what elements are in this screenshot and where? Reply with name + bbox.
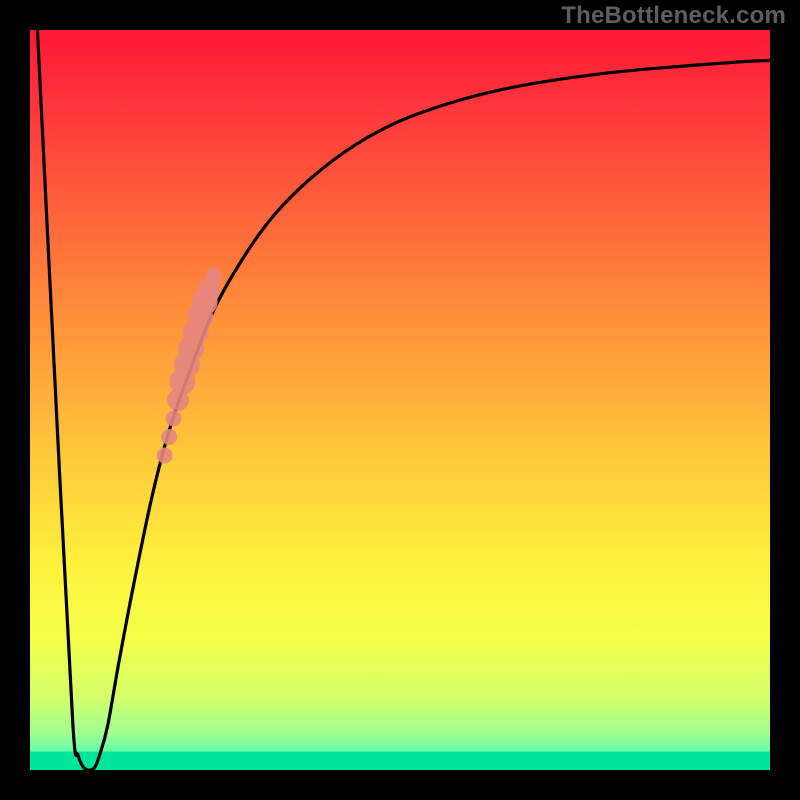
optimal-band xyxy=(30,752,770,771)
highlight-dot xyxy=(166,411,182,427)
highlight-dot xyxy=(206,268,222,284)
plot-background xyxy=(30,30,770,770)
bottleneck-chart xyxy=(0,0,800,800)
highlight-dot xyxy=(157,448,173,464)
highlight-dot xyxy=(161,429,177,445)
chart-frame: TheBottleneck.com xyxy=(0,0,800,800)
